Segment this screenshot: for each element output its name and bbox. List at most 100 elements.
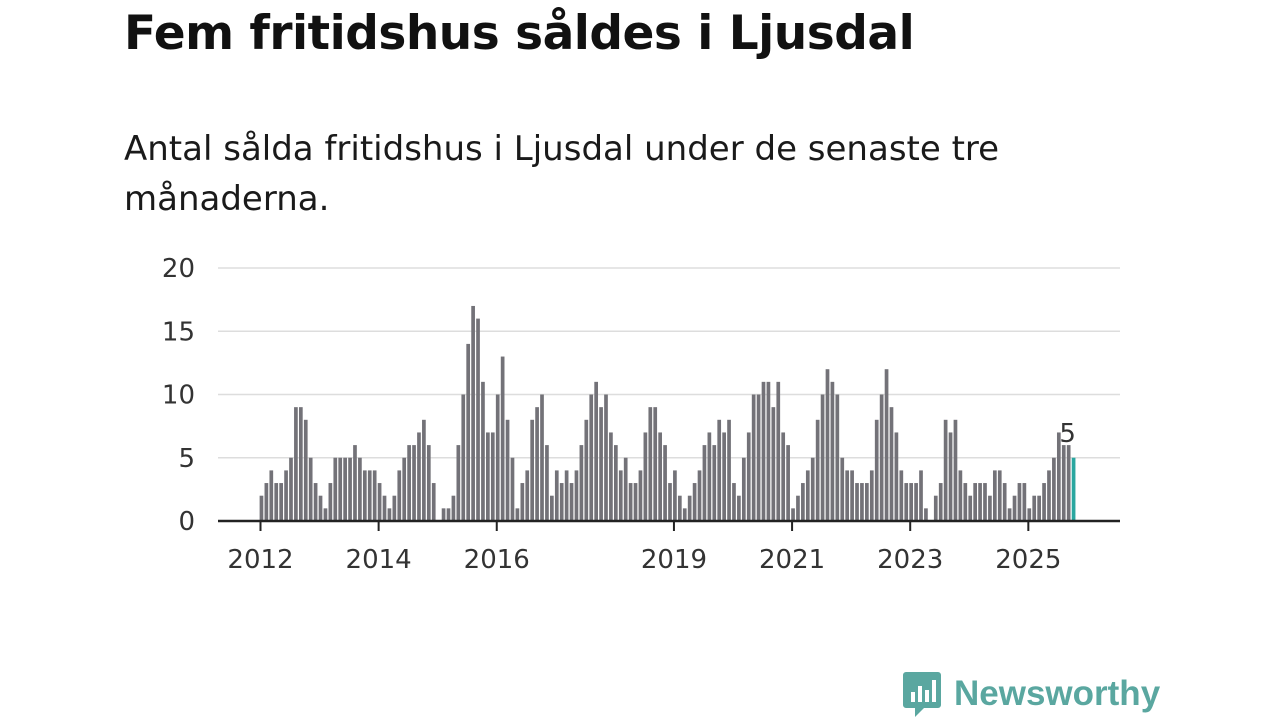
bar xyxy=(294,407,298,521)
bar xyxy=(988,495,992,521)
bar xyxy=(663,445,667,521)
bar xyxy=(1042,483,1046,521)
bar xyxy=(1012,495,1017,521)
bar xyxy=(372,470,377,521)
bar xyxy=(328,483,333,521)
bar xyxy=(746,432,751,521)
bar xyxy=(323,508,328,521)
bar xyxy=(781,432,786,521)
bar xyxy=(697,470,702,521)
bar xyxy=(367,470,372,521)
bar xyxy=(298,407,303,521)
bar xyxy=(318,495,323,521)
bar xyxy=(737,495,741,521)
bar xyxy=(308,457,313,521)
bar xyxy=(805,470,810,521)
bar xyxy=(422,419,426,521)
bar xyxy=(338,457,343,521)
bar xyxy=(614,445,618,521)
bar xyxy=(682,508,687,521)
bar xyxy=(835,394,840,521)
y-tick-label: 10 xyxy=(162,381,195,411)
bar xyxy=(574,470,579,521)
bar xyxy=(1027,508,1032,521)
bar xyxy=(313,483,318,521)
bar xyxy=(284,470,288,521)
bar xyxy=(1047,470,1051,521)
bar xyxy=(668,483,672,521)
bar xyxy=(505,419,510,521)
chart-subtitle: Antal sålda fritidshus i Ljusdal under d… xyxy=(124,129,1000,219)
bar xyxy=(653,407,658,521)
bar xyxy=(810,457,815,521)
bar xyxy=(830,381,835,521)
bar xyxy=(766,381,771,521)
bar xyxy=(623,457,628,521)
bar xyxy=(648,407,653,521)
bar xyxy=(997,470,1002,521)
bar xyxy=(525,470,530,521)
bar xyxy=(761,381,766,521)
bar xyxy=(869,470,874,521)
bar xyxy=(855,483,859,521)
bar xyxy=(904,483,909,521)
brand-name: Newsworthy xyxy=(954,674,1161,713)
bars xyxy=(259,305,1076,521)
bar xyxy=(1032,495,1037,521)
bar xyxy=(978,483,982,521)
bar xyxy=(865,483,869,521)
x-tick-label: 2012 xyxy=(227,545,293,575)
y-tick-label: 5 xyxy=(178,444,195,474)
bar xyxy=(303,419,308,521)
bar xyxy=(687,495,692,521)
bar xyxy=(845,470,850,521)
bar xyxy=(658,432,662,521)
bar xyxy=(1007,508,1012,521)
bar xyxy=(973,483,977,521)
bar xyxy=(751,394,756,521)
bar xyxy=(983,483,987,521)
bar xyxy=(466,343,471,521)
bar-highlight xyxy=(1071,457,1076,521)
bar xyxy=(333,457,338,521)
bar xyxy=(776,381,781,521)
bar xyxy=(609,432,613,521)
bar xyxy=(933,495,938,521)
bar xyxy=(412,445,416,521)
bar xyxy=(791,508,795,521)
bar xyxy=(545,445,549,521)
bar xyxy=(722,432,726,521)
bar xyxy=(796,495,800,521)
newsworthy-logo-icon xyxy=(903,672,941,717)
y-tick-label: 15 xyxy=(162,317,195,347)
bar xyxy=(540,394,544,521)
bar xyxy=(426,445,431,521)
x-tick-label: 2016 xyxy=(464,545,530,575)
bar xyxy=(481,381,485,521)
bar xyxy=(594,381,599,521)
bar xyxy=(815,419,820,521)
bar xyxy=(992,470,997,521)
bar xyxy=(392,495,397,521)
bar xyxy=(850,470,854,521)
bar xyxy=(1002,483,1007,521)
bar xyxy=(919,470,923,521)
bar xyxy=(599,407,603,521)
bar xyxy=(515,508,520,521)
bar xyxy=(382,495,387,521)
bar xyxy=(677,495,682,521)
bar xyxy=(402,457,407,521)
bar xyxy=(801,483,805,521)
bar xyxy=(456,445,461,521)
bar xyxy=(520,483,525,521)
bar xyxy=(643,432,648,521)
bar xyxy=(673,470,677,521)
bar xyxy=(786,445,790,521)
x-tick-label: 2021 xyxy=(759,545,825,575)
chart-title: Fem fritidshus såldes i Ljusdal xyxy=(124,6,915,61)
bar xyxy=(1017,483,1022,521)
x-tick-label: 2014 xyxy=(346,545,412,575)
bar xyxy=(874,419,879,521)
bar xyxy=(909,483,914,521)
bar xyxy=(500,356,505,521)
